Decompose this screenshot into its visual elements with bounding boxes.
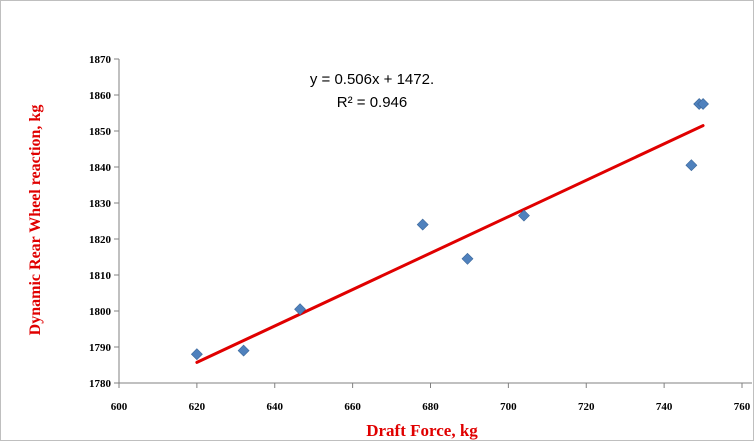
trendline xyxy=(195,124,705,364)
x-tick-label: 720 xyxy=(578,401,595,413)
y-tick-label: 1840 xyxy=(89,162,112,174)
data-point xyxy=(461,252,474,265)
axes: 1780 1790 1800 1810 1820 1830 1840 1850 1860 1870… xyxy=(89,54,752,413)
y-tick-label: 1830 xyxy=(89,198,112,210)
x-tick-label: 600 xyxy=(111,401,128,413)
trendline-equation: y = 0.506x + 1472. xyxy=(310,71,434,88)
data-point xyxy=(685,159,698,172)
r-squared-label: R² = 0.946 xyxy=(337,94,407,111)
x-tick-label: 740 xyxy=(656,401,673,413)
y-tick-label: 1810 xyxy=(89,270,112,282)
data-points xyxy=(190,98,709,361)
data-point xyxy=(697,98,709,110)
data-point xyxy=(416,218,429,231)
y-tick-label: 1850 xyxy=(89,126,112,138)
y-tick-label: 1860 xyxy=(89,90,112,102)
y-tick-label: 1870 xyxy=(89,54,112,66)
data-point xyxy=(294,303,306,316)
trendline-layer xyxy=(195,124,705,364)
y-tick-label: 1780 xyxy=(89,378,112,390)
data-point xyxy=(237,344,250,357)
x-axis-title: Draft Force, kg xyxy=(366,421,478,440)
y-tick-label: 1790 xyxy=(89,342,112,354)
y-tick-label: 1800 xyxy=(89,306,112,318)
x-tick-label: 760 xyxy=(734,401,751,413)
x-tick-label: 620 xyxy=(189,401,206,413)
y-tick-label: 1820 xyxy=(89,234,112,246)
x-tick-label: 640 xyxy=(267,401,284,413)
x-tick-label: 680 xyxy=(422,401,439,413)
y-axis-title: Dynamic Rear Wheel reaction, kg xyxy=(27,105,44,336)
x-tick-label: 660 xyxy=(344,401,361,413)
x-tick-label: 700 xyxy=(500,401,517,413)
data-point xyxy=(518,209,530,222)
data-point xyxy=(190,348,203,361)
